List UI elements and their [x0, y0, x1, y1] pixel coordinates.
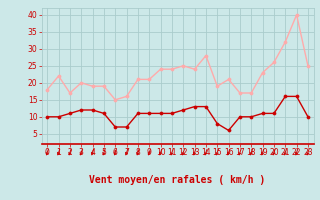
- Text: Vent moyen/en rafales ( km/h ): Vent moyen/en rafales ( km/h ): [90, 175, 266, 185]
